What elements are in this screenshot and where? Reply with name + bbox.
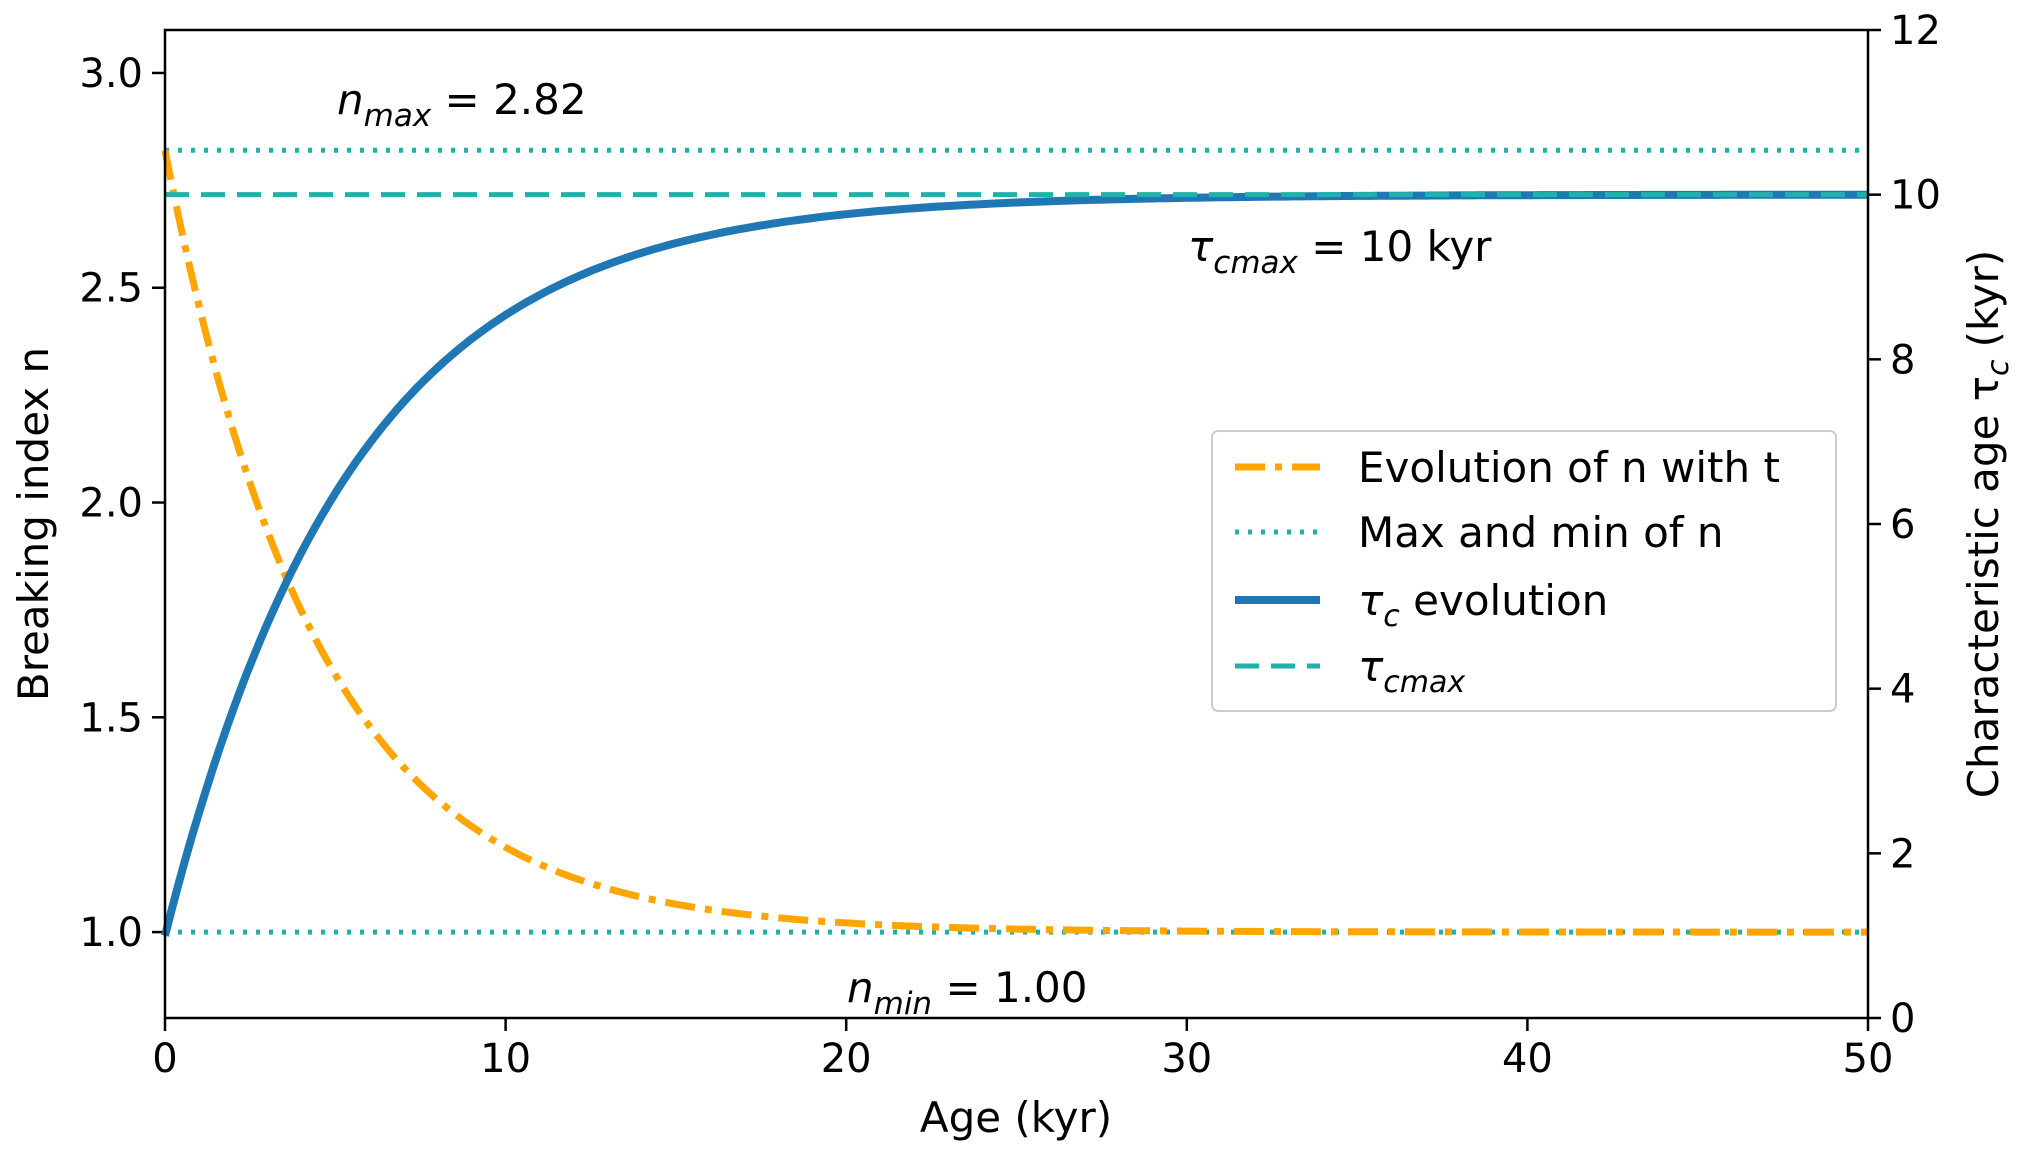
x-tick-label: 20 — [821, 1036, 872, 1082]
legend-box — [1211, 430, 1837, 712]
right-tick-label: 2 — [1890, 831, 1915, 877]
n-evolution-line — [161, 149, 1868, 936]
right-tick-label: 0 — [1890, 996, 1915, 1042]
annotation-nmin: nmin = 1.00 — [847, 963, 1088, 1022]
left-axis-label: Breaking index n — [9, 347, 58, 701]
x-axis-ticks: 0 10 20 30 40 50 — [152, 1018, 1893, 1082]
right-tick-label: 8 — [1890, 337, 1915, 383]
left-tick-label: 2.0 — [79, 481, 143, 527]
x-tick-label: 30 — [1161, 1036, 1212, 1082]
left-tick-label: 2.5 — [79, 266, 143, 312]
legend-label-tau-cmax: τcmax — [1358, 642, 1465, 700]
right-tick-label: 10 — [1890, 173, 1941, 219]
x-tick-label: 40 — [1502, 1036, 1553, 1082]
right-axis-label: Characteristic age τc(kyr) — [1959, 250, 2016, 799]
legend-label-n-maxmin: Max and min of n — [1358, 508, 1724, 557]
annotation-tau-cmax: τcmax = 10 kyr — [1188, 222, 1492, 281]
right-tick-label: 6 — [1890, 502, 1915, 548]
right-tick-label: 4 — [1890, 667, 1915, 713]
x-tick-label: 0 — [152, 1036, 177, 1082]
right-tick-label: 12 — [1890, 8, 1941, 54]
left-tick-label: 1.0 — [79, 910, 143, 956]
legend-label-tau-evolution: τc evolution — [1358, 576, 1608, 634]
legend: Evolution of n with t Max and min of n τ… — [1211, 430, 1837, 712]
plot-frame — [163, 28, 1870, 1020]
annotation-nmax: nmax = 2.82 — [337, 75, 587, 134]
left-tick-label: 3.0 — [79, 51, 143, 97]
left-tick-label: 1.5 — [79, 695, 143, 741]
left-axis-ticks: 1.0 1.5 2.0 2.5 3.0 — [79, 51, 165, 956]
series-layer — [161, 147, 1868, 937]
x-tick-label: 10 — [480, 1036, 531, 1082]
x-tick-label: 50 — [1843, 1036, 1894, 1082]
x-axis-label: Age (kyr) — [920, 1093, 1112, 1142]
legend-label-n-evolution: Evolution of n with t — [1358, 443, 1780, 492]
right-axis-ticks: 0 2 4 6 8 10 12 — [1868, 8, 1941, 1042]
